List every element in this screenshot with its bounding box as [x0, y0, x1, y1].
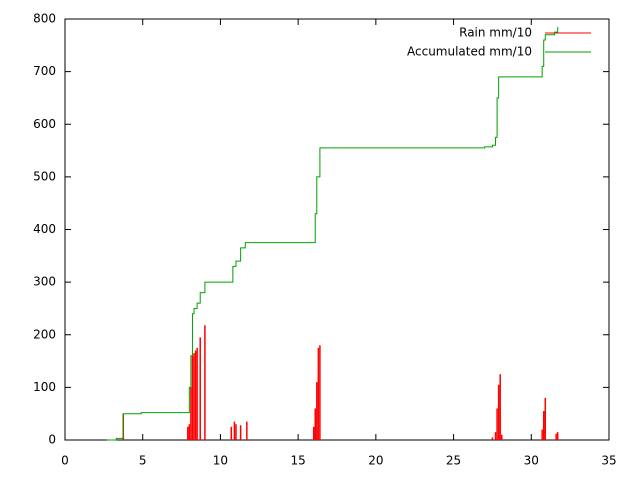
- x-tick-label: 30: [524, 454, 539, 468]
- x-tick-label: 15: [291, 454, 306, 468]
- plot-border: [64, 18, 610, 441]
- y-tick-label: 400: [33, 222, 56, 236]
- y-tick-label: 500: [33, 169, 56, 183]
- x-tick-label: 35: [601, 454, 616, 468]
- y-tick-label: 700: [33, 64, 56, 78]
- accumulated-line: [106, 26, 559, 441]
- y-tick-label: 800: [33, 12, 56, 26]
- x-tick-label: 5: [139, 454, 147, 468]
- x-tick-label: 0: [61, 454, 69, 468]
- x-tick-label: 10: [213, 454, 228, 468]
- y-tick-label: 200: [33, 327, 56, 341]
- x-tick-label: 20: [368, 454, 383, 468]
- legend-label: Rain mm/10: [459, 26, 532, 40]
- y-tick-label: 600: [33, 117, 56, 131]
- y-tick-label: 300: [33, 275, 56, 289]
- y-tick-label: 0: [48, 433, 56, 447]
- y-tick-label: 100: [33, 380, 56, 394]
- legend-label: Accumulated mm/10: [407, 45, 532, 59]
- x-tick-label: 25: [446, 454, 461, 468]
